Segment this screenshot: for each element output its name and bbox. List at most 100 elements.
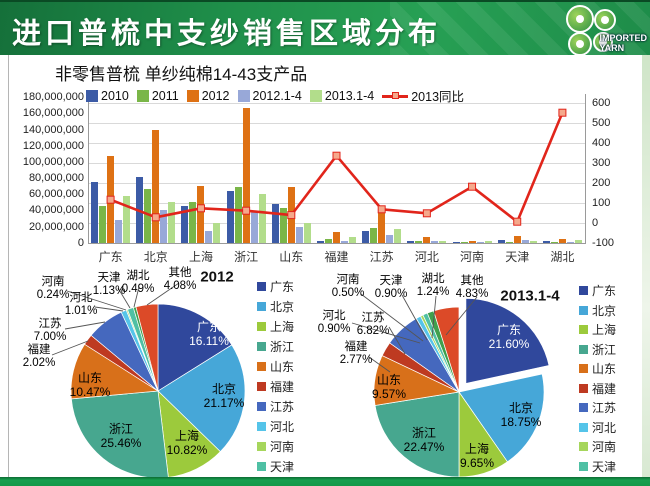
bar-2012.1-4 (205, 231, 213, 243)
legend-item: 天津 (257, 456, 294, 476)
legend-swatch (257, 461, 266, 471)
legend-swatch (579, 344, 588, 354)
pie-label-pct: 0.90% (374, 288, 408, 300)
legend-swatch (579, 286, 588, 296)
legend-swatch (579, 403, 588, 413)
bar-2010 (136, 177, 144, 243)
legend-item: 浙江 (257, 336, 294, 356)
trend-marker (513, 217, 522, 226)
trend-line (110, 112, 564, 223)
bar-2012 (197, 186, 205, 243)
pie-label-pct: 4.08% (163, 280, 197, 292)
x-axis-label: 广东 (98, 250, 123, 264)
logo-line2: YARN (599, 43, 625, 53)
x-axis-label: 湖北 (550, 250, 575, 264)
legend-swatch (186, 89, 199, 102)
y2-axis-tick: 300 (592, 156, 611, 169)
pie-leader-line (445, 296, 478, 336)
legend-label: 2011 (151, 88, 179, 103)
y-axis-tick: 100,000,000 (22, 155, 84, 168)
bar-2010 (452, 241, 460, 243)
y2-axis-tick: 100 (592, 196, 611, 209)
bar-2012.1-4 (431, 241, 439, 243)
slide-header: 进口普梳中支纱销售区域分布 IMPORTED YARN (0, 2, 650, 56)
pie-label-pct: 1.13% (92, 285, 126, 297)
legend-item: 2013同比 (382, 86, 464, 105)
trend-marker (422, 209, 431, 218)
bar-2011 (550, 241, 558, 243)
bar-2013.1-4 (439, 240, 447, 243)
pie-label-name: 河北 (69, 292, 93, 304)
clover-icon (566, 5, 594, 33)
legend-swatch (257, 441, 266, 451)
bar-2011 (189, 201, 197, 243)
y2-axis-tick: 400 (592, 136, 611, 149)
bar-2012 (558, 239, 566, 243)
pie-label-name: 湖北 (421, 273, 445, 285)
x-axis-label: 浙江 (234, 250, 259, 264)
gridline (88, 202, 585, 204)
pie-label-name: 天津 (379, 275, 403, 287)
legend-swatch (237, 89, 250, 102)
legend-label: 山东 (592, 362, 617, 377)
pie-label: 北京 18.75% (501, 401, 542, 429)
x-axis-label: 北京 (143, 250, 168, 264)
chart-subtitle: 非零售普梳 单纱纯棉14-43支产品 (55, 65, 308, 84)
legend-item: 北京 (579, 301, 616, 321)
gridline (88, 222, 585, 224)
imported-yarn-logo: IMPORTED YARN (560, 3, 648, 56)
pie-slice-河南 (125, 309, 159, 392)
pie-slice-天津 (422, 312, 460, 393)
bar-2011 (370, 228, 378, 243)
bar-2013.1-4 (529, 240, 537, 243)
pie-label-name: 福建 (27, 344, 51, 356)
pie-label-name: 北京 (508, 401, 534, 415)
bar-2012 (468, 241, 476, 243)
pie-label-name: 其他 (168, 267, 192, 279)
legend-label: 2010 (101, 88, 129, 103)
pie-label-pct: 10.47% (69, 385, 111, 399)
pie-label: 河北 1.01% (65, 292, 98, 318)
pie-label: 江苏 6.82% (357, 312, 390, 338)
bar-2011 (234, 186, 242, 243)
pie-label-name: 河南 (336, 274, 360, 286)
bar-2012 (242, 107, 250, 243)
legend-item: 河南 (579, 437, 616, 457)
y-axis-tick: 140,000,000 (22, 123, 84, 136)
right-border (642, 55, 650, 477)
x-axis-label: 河南 (460, 250, 485, 264)
clover-icon (594, 9, 616, 31)
gridline (88, 182, 585, 184)
bar-2010 (362, 230, 370, 243)
pie-leader-line (94, 306, 124, 312)
bar-2010 (317, 241, 324, 243)
pie-label-name: 浙江 (411, 426, 437, 440)
legend-item: 广东 (579, 281, 616, 301)
pie-label-pct: 4.83% (455, 288, 489, 300)
bar-2010 (181, 206, 189, 243)
legend-label: 天津 (592, 459, 617, 474)
legend-item: 北京 (257, 296, 294, 316)
bar-2011 (460, 241, 468, 243)
y-axis-tick: 40,000,000 (28, 204, 84, 217)
pie-label: 其他 4.08% (164, 267, 197, 293)
legend-label: 河北 (270, 419, 295, 434)
legend-label: 北京 (270, 299, 295, 314)
legend-swatch (579, 442, 588, 452)
bar-2010 (542, 241, 550, 243)
legend-item: 河南 (257, 436, 294, 456)
legend-swatch (579, 325, 588, 335)
bar-2013.1-4 (303, 222, 311, 243)
x-axis-label: 上海 (188, 250, 213, 264)
footer-bar (0, 477, 650, 486)
legend-swatch (257, 341, 266, 351)
pie-label-pct: 21.17% (203, 396, 245, 410)
legend-item: 2012 (186, 89, 230, 103)
bar-2013.1-4 (574, 240, 582, 243)
legend-label: 浙江 (270, 339, 295, 354)
pie-label: 上海 9.65% (460, 442, 494, 470)
pie-slice-河北 (120, 309, 159, 392)
bar-2012.1-4 (295, 227, 303, 243)
bar-2012 (423, 237, 431, 243)
pie-label-pct: 0.90% (317, 323, 351, 335)
